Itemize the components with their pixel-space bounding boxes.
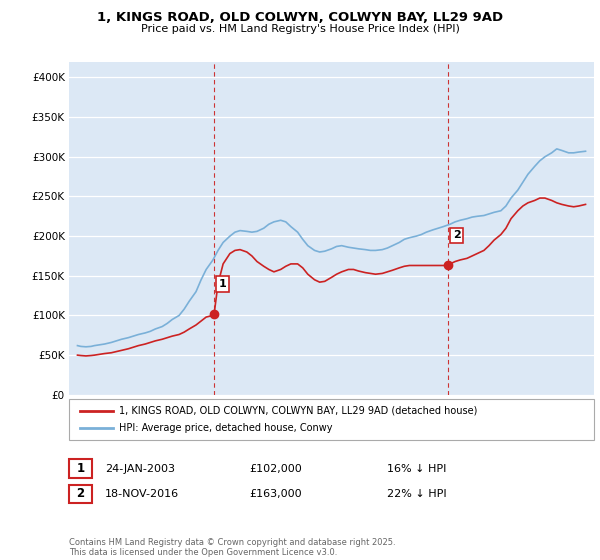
Text: 22% ↓ HPI: 22% ↓ HPI [387, 489, 446, 499]
Text: 2: 2 [453, 230, 461, 240]
Text: 16% ↓ HPI: 16% ↓ HPI [387, 464, 446, 474]
Text: 1: 1 [219, 279, 226, 289]
Text: £163,000: £163,000 [249, 489, 302, 499]
Text: 1, KINGS ROAD, OLD COLWYN, COLWYN BAY, LL29 9AD (detached house): 1, KINGS ROAD, OLD COLWYN, COLWYN BAY, L… [119, 405, 477, 416]
Text: 2: 2 [76, 487, 85, 501]
Text: 24-JAN-2003: 24-JAN-2003 [105, 464, 175, 474]
Text: HPI: Average price, detached house, Conwy: HPI: Average price, detached house, Conw… [119, 423, 332, 433]
Text: 1: 1 [76, 462, 85, 475]
Text: Price paid vs. HM Land Registry's House Price Index (HPI): Price paid vs. HM Land Registry's House … [140, 24, 460, 34]
Text: £102,000: £102,000 [249, 464, 302, 474]
Text: 18-NOV-2016: 18-NOV-2016 [105, 489, 179, 499]
Text: 1, KINGS ROAD, OLD COLWYN, COLWYN BAY, LL29 9AD: 1, KINGS ROAD, OLD COLWYN, COLWYN BAY, L… [97, 11, 503, 24]
Text: Contains HM Land Registry data © Crown copyright and database right 2025.
This d: Contains HM Land Registry data © Crown c… [69, 538, 395, 557]
